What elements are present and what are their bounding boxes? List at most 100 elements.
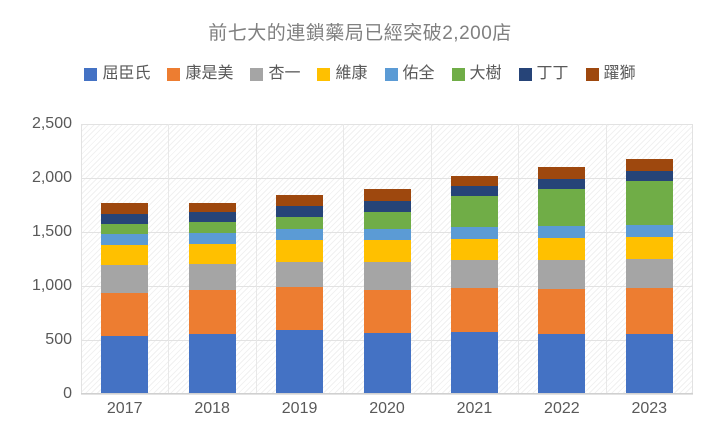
bar-segment-佑全-2018[interactable] — [188, 233, 236, 245]
y-axis-tick-label: 2,000 — [31, 169, 72, 186]
legend-item-屈臣氏[interactable]: 屈臣氏 — [84, 66, 150, 82]
legend-item-label: 大樹 — [469, 65, 502, 82]
legend-item-丁丁[interactable]: 丁丁 — [518, 65, 569, 82]
bar-segment-屈臣氏-2017[interactable] — [101, 336, 149, 394]
bar-segment-康是美-2017[interactable] — [101, 293, 149, 337]
bar-group-2017[interactable] — [101, 202, 149, 394]
x-axis-tick-label: 2017 — [106, 400, 143, 417]
bar-segment-維康-2021[interactable] — [450, 238, 498, 261]
y-axis-tick-label: 2,500 — [31, 115, 72, 132]
bar-segment-丁丁-2022[interactable] — [538, 178, 586, 189]
bar-group-2022[interactable] — [538, 166, 586, 394]
bar-segment-杏一-2023[interactable] — [625, 259, 673, 289]
bar-segment-佑全-2019[interactable] — [276, 228, 324, 240]
bar-segment-丁丁-2019[interactable] — [276, 205, 324, 217]
gridline — [81, 394, 693, 395]
bar-segment-大樹-2018[interactable] — [188, 222, 236, 234]
bar-segment-躍獅-2023[interactable] — [625, 158, 673, 171]
bar-segment-康是美-2020[interactable] — [363, 290, 411, 334]
bar-segment-屈臣氏-2021[interactable] — [450, 332, 498, 394]
bar-segment-躍獅-2020[interactable] — [363, 188, 411, 201]
bar-segment-維康-2018[interactable] — [188, 244, 236, 265]
bar-segment-杏一-2019[interactable] — [276, 262, 324, 287]
gridline — [81, 178, 693, 179]
bar-segment-維康-2017[interactable] — [101, 244, 149, 266]
bar-segment-屈臣氏-2023[interactable] — [625, 333, 673, 394]
bar-segment-康是美-2018[interactable] — [188, 290, 236, 334]
bar-segment-佑全-2021[interactable] — [450, 226, 498, 239]
x-axis-tick-label: 2020 — [369, 400, 405, 417]
legend-item-label: 丁丁 — [536, 65, 569, 82]
y-axis-tick-label: 0 — [63, 385, 72, 402]
bar-segment-佑全-2020[interactable] — [363, 228, 411, 240]
bar-segment-屈臣氏-2019[interactable] — [276, 329, 324, 394]
legend-swatch-icon — [518, 67, 532, 81]
x-axis-tick-label: 2018 — [194, 400, 230, 417]
bar-segment-康是美-2023[interactable] — [625, 288, 673, 334]
legend-item-杏一[interactable]: 杏一 — [250, 66, 300, 82]
bar-segment-杏一-2022[interactable] — [538, 260, 586, 289]
legend-swatch-icon — [451, 67, 465, 81]
bar-segment-大樹-2020[interactable] — [363, 211, 411, 229]
legend-item-佑全[interactable]: 佑全 — [384, 66, 435, 82]
bar-segment-躍獅-2021[interactable] — [450, 176, 498, 187]
bar-segment-杏一-2021[interactable] — [450, 260, 498, 289]
bar-group-2018[interactable] — [188, 202, 236, 394]
bar-segment-康是美-2021[interactable] — [450, 288, 498, 333]
bar-segment-躍獅-2022[interactable] — [538, 166, 586, 179]
bar-group-2021[interactable] — [450, 176, 498, 394]
chart-legend: 屈臣氏 康是美 杏一 維康 佑全 大樹 丁丁 躍獅 — [0, 66, 720, 82]
bar-segment-佑全-2017[interactable] — [101, 233, 149, 245]
vertical-gridline — [431, 124, 432, 394]
bar-group-2019[interactable] — [276, 194, 324, 394]
bar-segment-杏一-2017[interactable] — [101, 265, 149, 294]
bars-layer — [81, 124, 693, 394]
bar-segment-屈臣氏-2018[interactable] — [188, 333, 236, 394]
x-axis-line — [81, 393, 693, 394]
plot-area — [81, 124, 693, 395]
bar-segment-維康-2019[interactable] — [276, 239, 324, 263]
y-axis-tick-label: 1,000 — [31, 277, 72, 294]
vertical-gridline — [256, 124, 257, 394]
vertical-gridline — [606, 124, 607, 394]
bar-segment-佑全-2022[interactable] — [538, 226, 586, 238]
legend-item-維康[interactable]: 維康 — [317, 66, 368, 82]
bar-segment-丁丁-2023[interactable] — [625, 170, 673, 181]
bar-segment-大樹-2023[interactable] — [625, 180, 673, 226]
bar-segment-維康-2023[interactable] — [625, 237, 673, 260]
bar-group-2023[interactable] — [625, 158, 673, 394]
bar-segment-大樹-2019[interactable] — [276, 216, 324, 229]
legend-swatch-icon — [250, 67, 264, 81]
vertical-gridline — [343, 124, 344, 394]
bar-segment-康是美-2019[interactable] — [276, 286, 324, 330]
bar-segment-維康-2020[interactable] — [363, 239, 411, 263]
legend-item-躍獅[interactable]: 躍獅 — [585, 66, 636, 82]
bar-segment-躍獅-2019[interactable] — [276, 194, 324, 206]
bar-segment-丁丁-2017[interactable] — [101, 213, 149, 224]
bar-segment-丁丁-2018[interactable] — [188, 212, 236, 223]
bar-group-2020[interactable] — [363, 188, 411, 394]
x-axis-tick-label: 2023 — [631, 400, 668, 417]
bar-segment-屈臣氏-2022[interactable] — [538, 333, 586, 394]
bar-segment-躍獅-2018[interactable] — [188, 202, 236, 212]
bar-segment-杏一-2020[interactable] — [363, 262, 411, 291]
legend-swatch-icon — [167, 67, 181, 81]
legend-item-大樹[interactable]: 大樹 — [451, 65, 502, 82]
bar-segment-大樹-2022[interactable] — [538, 188, 586, 227]
x-axis-tick-label: 2021 — [456, 400, 493, 417]
bar-segment-杏一-2018[interactable] — [188, 264, 236, 291]
bar-segment-丁丁-2020[interactable] — [363, 200, 411, 212]
bar-segment-大樹-2021[interactable] — [450, 196, 498, 227]
bar-segment-躍獅-2017[interactable] — [101, 202, 149, 214]
y-axis: 0 500 1,000 1,500 2,000 2,500 — [0, 115, 72, 402]
bar-segment-丁丁-2021[interactable] — [450, 186, 498, 197]
bar-segment-屈臣氏-2020[interactable] — [363, 333, 411, 394]
bar-segment-維康-2022[interactable] — [538, 237, 586, 261]
vertical-gridline — [518, 124, 519, 394]
legend-item-康是美[interactable]: 康是美 — [167, 66, 233, 82]
legend-swatch-icon — [317, 67, 331, 81]
bar-segment-大樹-2017[interactable] — [101, 223, 149, 234]
bar-segment-康是美-2022[interactable] — [538, 288, 586, 334]
bar-segment-佑全-2023[interactable] — [625, 225, 673, 238]
